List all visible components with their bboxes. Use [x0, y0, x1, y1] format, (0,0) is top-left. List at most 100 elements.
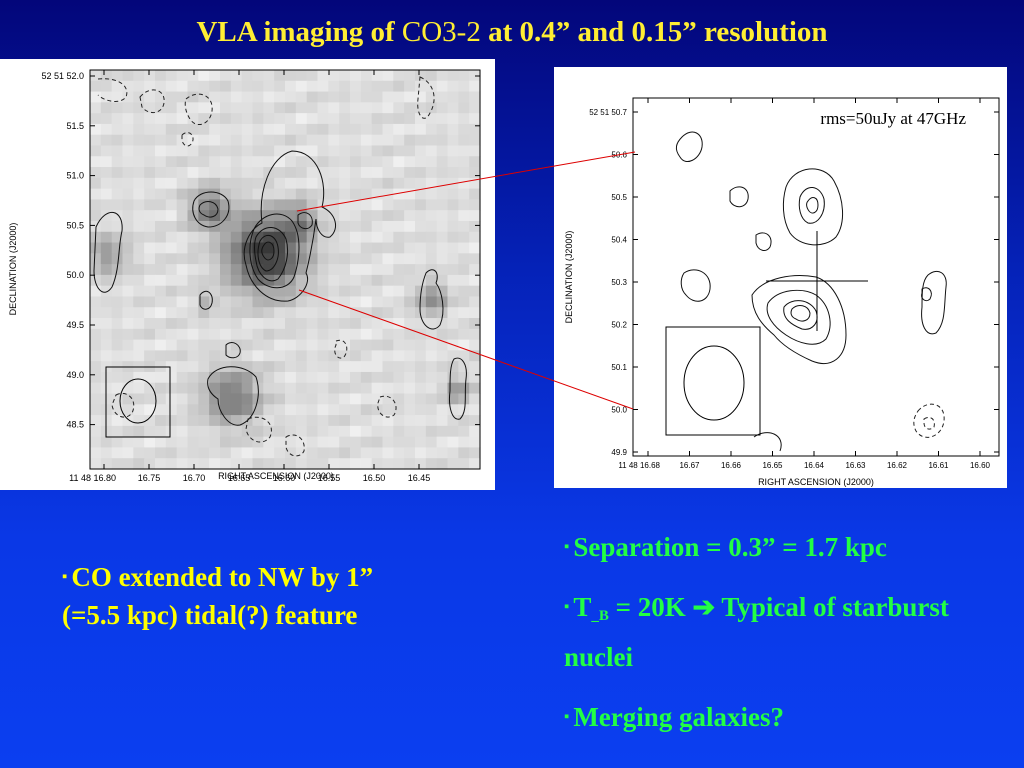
- greyscale-pixel: [274, 425, 286, 438]
- greyscale-pixel: [415, 328, 427, 341]
- greyscale-pixel: [198, 220, 210, 233]
- greyscale-pixel: [155, 167, 167, 179]
- greyscale-pixel: [458, 339, 470, 351]
- contour-blob-g: [225, 342, 241, 359]
- greyscale-pixel: [230, 285, 243, 298]
- ra-tick-label: 16.67: [679, 461, 700, 470]
- ra-tick-label: 16.70: [183, 473, 206, 483]
- greyscale-pixel: [230, 382, 243, 395]
- greyscale-pixel: [360, 70, 373, 82]
- greyscale-pixel: [100, 231, 113, 244]
- greyscale-pixel: [252, 307, 264, 319]
- greyscale-pixel: [220, 371, 232, 384]
- greyscale-pixel: [285, 167, 297, 179]
- greyscale-pixel: [393, 339, 405, 351]
- greyscale-pixel: [371, 371, 384, 384]
- greyscale-pixel: [285, 199, 297, 211]
- greyscale-pixel: [328, 220, 340, 233]
- greyscale-pixel: [230, 404, 243, 416]
- greyscale-pixel: [133, 123, 145, 136]
- greyscale-pixel: [404, 113, 416, 125]
- greyscale-pixel: [198, 188, 210, 200]
- greyscale-pixel: [469, 188, 481, 200]
- greyscale-pixel: [263, 177, 275, 190]
- greyscale-pixel: [371, 91, 384, 103]
- neg-contour-4: [181, 132, 194, 147]
- greyscale-pixel: [339, 382, 351, 395]
- greyscale-pixel: [371, 307, 384, 319]
- greyscale-pixel: [274, 80, 286, 93]
- greyscale-pixel: [339, 242, 351, 254]
- greyscale-pixel: [404, 458, 416, 470]
- greyscale-pixel: [285, 371, 297, 384]
- greyscale-pixel: [317, 361, 329, 373]
- right-south-mid: [766, 289, 831, 345]
- greyscale-pixel: [285, 361, 297, 373]
- greyscale-pixel: [90, 371, 102, 384]
- greyscale-pixel: [263, 393, 275, 405]
- greyscale-pixel: [230, 134, 243, 147]
- greyscale-pixel: [350, 210, 362, 222]
- greyscale-pixel: [100, 339, 113, 351]
- greyscale-pixel: [263, 382, 275, 395]
- greyscale-pixel: [382, 361, 394, 373]
- greyscale-pixel: [144, 242, 156, 254]
- greyscale-pixel: [144, 80, 156, 93]
- greyscale-pixel: [447, 253, 459, 265]
- greyscale-pixel: [198, 167, 210, 179]
- greyscale-pixel: [176, 415, 189, 427]
- greyscale-pixel: [458, 113, 470, 125]
- greyscale-pixel: [295, 113, 308, 125]
- greyscale-pixel: [263, 102, 275, 114]
- greyscale-pixel: [122, 145, 134, 157]
- greyscale-pixel: [393, 167, 405, 179]
- greyscale-pixel: [155, 102, 167, 114]
- greyscale-pixel: [122, 339, 134, 351]
- greyscale-pixel: [100, 350, 113, 362]
- greyscale-pixel: [198, 361, 210, 373]
- greyscale-pixel: [339, 80, 351, 93]
- greyscale-pixel: [285, 382, 297, 395]
- greyscale-pixel: [165, 177, 178, 190]
- greyscale-pixel: [415, 274, 427, 287]
- greyscale-pixel: [252, 404, 264, 416]
- greyscale-pixel: [393, 371, 405, 384]
- greyscale-pixel: [176, 425, 189, 438]
- greyscale-pixel: [274, 285, 286, 298]
- greyscale-pixel: [209, 296, 221, 308]
- right-blob-5: [680, 269, 711, 302]
- greyscale-pixel: [100, 458, 113, 470]
- greyscale-pixel: [155, 285, 167, 298]
- greyscale-pixel: [209, 285, 221, 298]
- greyscale-pixel: [155, 436, 167, 449]
- greyscale-pixel: [328, 80, 340, 93]
- greyscale-pixel: [339, 102, 351, 114]
- greyscale-pixel: [133, 425, 145, 438]
- greyscale-pixel: [165, 361, 178, 373]
- greyscale-pixel: [285, 242, 297, 254]
- greyscale-pixel: [382, 242, 394, 254]
- greyscale-pixel: [100, 393, 113, 405]
- greyscale-pixel: [252, 220, 264, 233]
- greyscale-pixel: [100, 415, 113, 427]
- dec-tick-label: 50.3: [611, 278, 627, 287]
- greyscale-pixel: [133, 404, 145, 416]
- greyscale-pixel: [382, 167, 394, 179]
- greyscale-pixel: [360, 458, 373, 470]
- greyscale-pixel: [230, 296, 243, 308]
- greyscale-pixel: [187, 70, 199, 82]
- greyscale-pixel: [404, 307, 416, 319]
- greyscale-pixel: [371, 264, 384, 276]
- greyscale-pixel: [415, 371, 427, 384]
- greyscale-pixel: [447, 339, 459, 351]
- greyscale-pixel: [90, 339, 102, 351]
- greyscale-pixel: [425, 113, 438, 125]
- greyscale-pixel: [252, 458, 264, 470]
- greyscale-pixel: [155, 339, 167, 351]
- greyscale-pixel: [360, 274, 373, 287]
- greyscale-pixel: [328, 113, 340, 125]
- greyscale-pixel: [90, 318, 102, 330]
- greyscale-pixel: [165, 145, 178, 157]
- greyscale-pixel: [447, 134, 459, 147]
- greyscale-pixel: [317, 447, 329, 459]
